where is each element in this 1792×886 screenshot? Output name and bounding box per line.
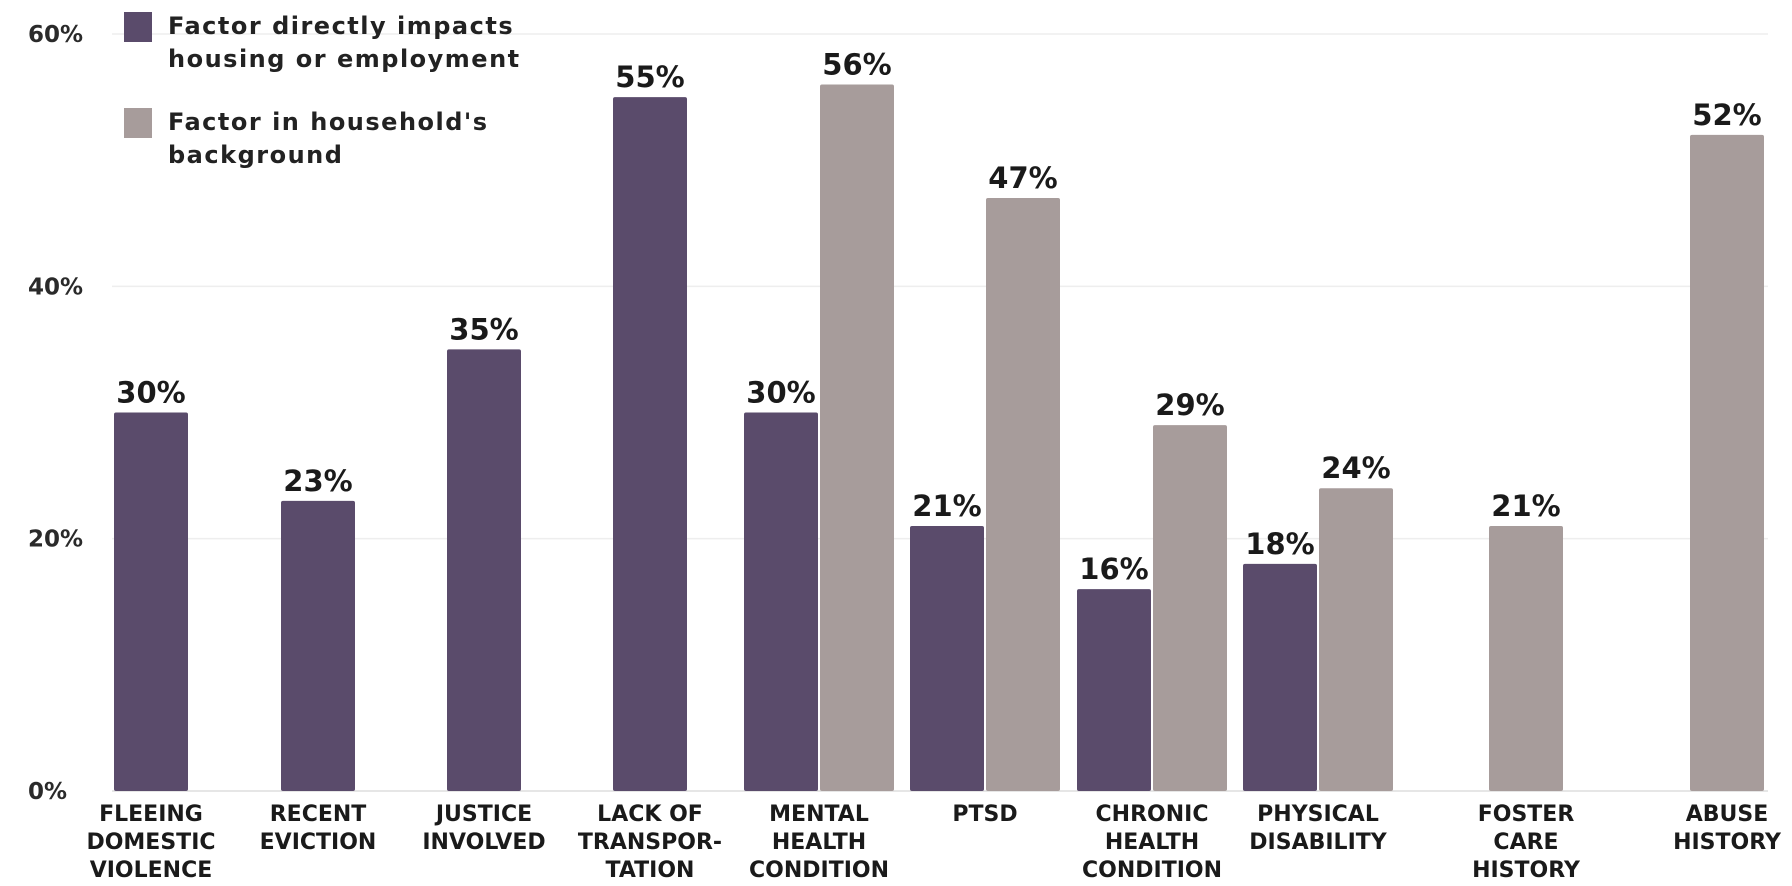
bar xyxy=(613,97,687,792)
category-label: ABUSE HISTORY xyxy=(1673,802,1782,855)
bar xyxy=(986,198,1060,791)
bars xyxy=(114,84,1764,792)
y-tick-label: 20% xyxy=(28,527,83,553)
data-label: 16% xyxy=(1079,552,1148,586)
data-label: 18% xyxy=(1245,527,1314,561)
bar xyxy=(1077,589,1151,791)
data-label: 29% xyxy=(1155,388,1224,422)
data-label: 55% xyxy=(615,60,684,94)
data-label: 56% xyxy=(822,47,891,81)
legend-swatch xyxy=(124,108,152,138)
bar xyxy=(447,349,521,791)
bar xyxy=(910,526,984,791)
value-labels: 30% 23% 35% 55% 30% 56% 21% 47% 16% 29% 18% 24% 21% 5… xyxy=(116,47,1761,586)
bar xyxy=(744,412,818,791)
legend-label: Factor in household's background xyxy=(168,108,489,169)
category-label: LACK OF TRANSPOR-TATION xyxy=(578,802,722,883)
category-label: CHRONIC HEALTH CONDITION xyxy=(1082,802,1222,883)
data-label: 30% xyxy=(116,376,185,410)
data-label: 52% xyxy=(1692,98,1761,132)
category-label: PTSD xyxy=(952,802,1017,827)
category-label: PHYSICAL DISABILITY xyxy=(1249,802,1387,855)
y-axis-ticks: 0% 20% 40% 60% xyxy=(28,22,83,805)
category-label: MENTAL HEALTH CONDITION xyxy=(749,802,889,883)
data-label: 30% xyxy=(746,376,815,410)
category-label: RECENT EVICTION xyxy=(260,802,377,855)
legend-label: Factor directly impacts housing or employ… xyxy=(168,12,521,73)
category-label: FOSTER CARE HISTORY xyxy=(1472,802,1581,883)
data-label: 47% xyxy=(988,161,1057,195)
bar xyxy=(1690,134,1764,791)
y-tick-label: 40% xyxy=(28,274,83,300)
bar xyxy=(1243,563,1317,791)
y-tick-label: 60% xyxy=(28,22,83,48)
data-label: 23% xyxy=(283,464,352,498)
bar xyxy=(281,500,355,791)
legend-swatch xyxy=(124,12,152,42)
category-label: FLEEING DOMESTIC VIOLENCE xyxy=(86,802,215,883)
data-label: 24% xyxy=(1321,451,1390,485)
legend: Factor directly impacts housing or employ… xyxy=(124,12,521,169)
category-label: JUSTICE INVOLVED xyxy=(422,802,545,855)
bar xyxy=(114,412,188,791)
data-label: 21% xyxy=(912,489,981,523)
data-label: 35% xyxy=(449,312,518,346)
data-label: 21% xyxy=(1491,489,1560,523)
y-tick-label: 0% xyxy=(28,779,67,805)
bar xyxy=(1489,526,1563,791)
bar xyxy=(1319,488,1393,791)
bar xyxy=(1153,425,1227,791)
category-labels: FLEEING DOMESTIC VIOLENCE RECENT EVICTION JUS… xyxy=(86,802,1782,883)
bar xyxy=(820,84,894,791)
